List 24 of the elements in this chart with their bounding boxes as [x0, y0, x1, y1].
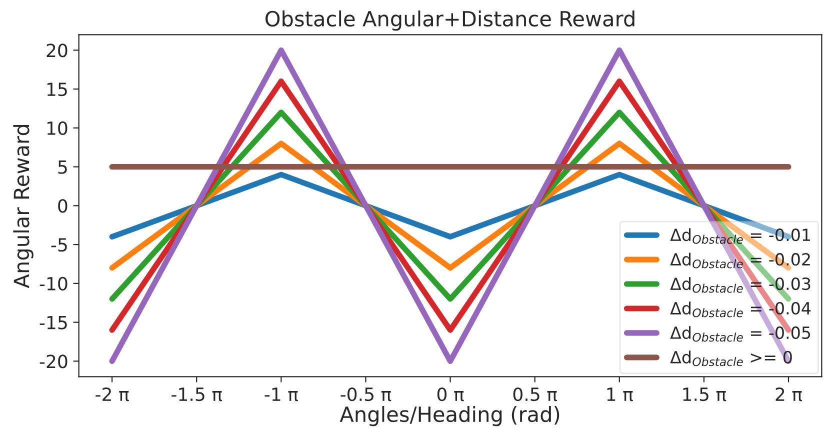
legend-label: Δd$_{Obstacle}$ = -0.04 [670, 302, 811, 318]
chart-title: Obstacle Angular+Distance Reward [266, 10, 634, 31]
x-axis-title: Angles/Heading (rad) [340, 406, 560, 426]
x-tick-label: -2 π [96, 387, 129, 402]
legend-label: Δd$_{Obstacle}$ >= 0 [670, 350, 792, 366]
y-tick-label: -15 [40, 316, 67, 330]
y-axis-title: Angular Reward [13, 124, 34, 288]
x-tick-label: 1.5 π [683, 388, 726, 402]
y-tick-label: 15 [47, 82, 67, 96]
y-tick-label: 5 [58, 160, 67, 174]
y-tick-label: -10 [40, 276, 68, 291]
x-tick-label: -0.5 π [340, 387, 392, 402]
x-tick-label: 1 π [607, 388, 633, 402]
y-tick-label: 10 [47, 121, 68, 136]
x-tick-label: 0 π [437, 387, 464, 402]
x-tick-label: -1.5 π [172, 388, 222, 402]
x-tick-label: 0.5 π [513, 387, 557, 402]
y-tick-label: 0 [58, 199, 68, 213]
x-tick-label: 2 π [776, 387, 802, 402]
y-tick-label: 20 [46, 44, 68, 58]
y-tick-label: -20 [40, 354, 68, 368]
x-tick-label: -1 π [264, 388, 298, 402]
legend-label: Δd$_{Obstacle}$ = -0.05 [670, 326, 810, 342]
y-tick-label: -5 [51, 238, 67, 252]
